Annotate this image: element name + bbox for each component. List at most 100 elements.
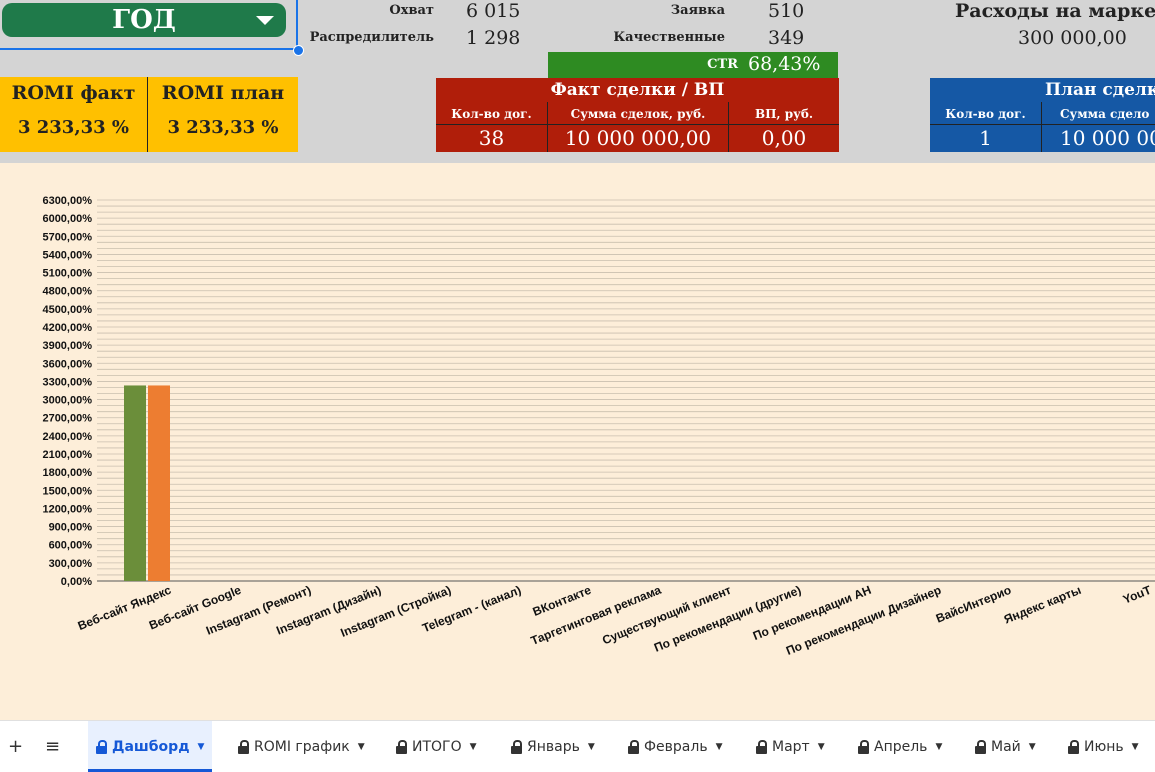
marketing-label: Расходы на маркет: [955, 0, 1155, 22]
sheet-tab[interactable]: Май ▼: [967, 721, 1044, 772]
chevron-down-icon[interactable]: ▼: [197, 741, 205, 752]
lock-icon: [628, 740, 639, 754]
divider: [547, 102, 548, 152]
fact-deals-table: Факт сделки / ВП Кол-во дог. Сумма сдело…: [436, 78, 839, 152]
plan-count-header: Кол-во дог.: [945, 107, 1026, 121]
sheet-tab-label: Май: [991, 738, 1021, 755]
marketing-value: 300 000,00: [1018, 27, 1127, 49]
x-category-label: YouT: [1121, 583, 1154, 607]
sheet-tab-bar: + ≡ Дашборд ▼ ROMI график ▼ ИТОГО ▼ Январь ▼ Фев…: [0, 720, 1155, 772]
y-tick-label: 6300,00%: [42, 195, 92, 207]
lock-icon: [511, 740, 522, 754]
fact-vp-value: 0,00: [761, 126, 807, 150]
add-sheet-button[interactable]: +: [8, 736, 24, 757]
chevron-down-icon[interactable]: ▼: [469, 741, 477, 752]
chart-canvas: 0,00% 300,00% 600,00% 900,00% 1200,00% 1500,0…: [42, 195, 1155, 658]
sheet-tab-label: Дашборд: [112, 738, 190, 755]
ctr-box: CTR 68,43%: [548, 52, 838, 78]
y-tick-label: 5100,00%: [42, 268, 92, 280]
all-sheets-button[interactable]: ≡: [45, 736, 61, 757]
selection-handle[interactable]: [293, 45, 304, 56]
distributor-value: 1 298: [466, 27, 521, 49]
y-tick-label: 4200,00%: [42, 322, 92, 334]
plan-sum-value: 10 000 00: [1060, 126, 1155, 150]
sheet-tab[interactable]: ИТОГО ▼: [388, 721, 485, 772]
y-tick-label: 900,00%: [49, 522, 93, 534]
y-tick-label: 3900,00%: [42, 340, 92, 352]
sheet-tab[interactable]: Март ▼: [748, 721, 833, 772]
lock-icon: [756, 740, 767, 754]
plan-count-value: 1: [979, 126, 992, 150]
x-category-label: Таргетинговая реклама: [529, 583, 664, 648]
y-tick-label: 4800,00%: [42, 286, 92, 298]
chevron-down-icon[interactable]: ▼: [935, 741, 943, 752]
lock-icon: [858, 740, 869, 754]
sheet-tab-label: Апрель: [874, 738, 928, 755]
quality-value: 349: [768, 27, 805, 49]
sheet-tab-label: Февраль: [644, 738, 708, 755]
y-tick-label: 4500,00%: [42, 304, 92, 316]
chevron-down-icon[interactable]: ▼: [587, 741, 595, 752]
romi-fact-value: 3 233,33 %: [17, 117, 130, 138]
distributor-label: Распредилитель: [309, 30, 434, 45]
romi-fact-label: ROMI факт: [11, 82, 136, 104]
lock-icon: [975, 740, 986, 754]
divider: [436, 124, 839, 125]
period-dropdown-value: ГОД: [112, 5, 176, 35]
y-tick-label: 1500,00%: [42, 485, 92, 497]
x-category-label: Яндекс карты: [1002, 583, 1083, 627]
sheet-tab-label: ИТОГО: [412, 738, 462, 755]
chevron-down-icon[interactable]: ▼: [357, 741, 365, 752]
requests-label: Заявка: [670, 3, 725, 18]
romi-fact-card: ROMI факт 3 233,33 %: [0, 77, 147, 152]
lock-icon: [96, 740, 107, 754]
y-tick-label: 2400,00%: [42, 431, 92, 443]
chevron-down-icon[interactable]: ▼: [1028, 741, 1036, 752]
chevron-down-icon[interactable]: ▼: [817, 741, 825, 752]
period-dropdown[interactable]: ГОД: [2, 3, 286, 37]
y-tick-label: 5400,00%: [42, 249, 92, 261]
plan-deals-title: План сделк: [1045, 80, 1155, 100]
fact-deals-title: Факт сделки / ВП: [550, 80, 725, 100]
sheet-tab[interactable]: Апрель ▼: [850, 721, 950, 772]
chevron-down-icon[interactable]: ▼: [715, 741, 723, 752]
sheet-tab[interactable]: Дашборд ▼: [88, 721, 213, 772]
sheet-tab-label: Март: [772, 738, 810, 755]
fact-count-value: 38: [478, 126, 505, 150]
x-category-label: ВайсИнтерио: [934, 583, 1013, 626]
lock-icon: [396, 740, 407, 754]
fact-sum-value: 10 000 000,00: [564, 126, 712, 150]
y-tick-label: 300,00%: [49, 558, 93, 570]
romi-plan-value: 3 233,33 %: [167, 117, 279, 138]
fact-vp-header: ВП, руб.: [754, 107, 814, 121]
divider: [930, 124, 1155, 125]
bar: [124, 385, 146, 581]
sheet-tab-label: Январь: [527, 738, 580, 755]
reach-label: Охват: [389, 3, 434, 18]
sheet-tab[interactable]: Январь ▼: [503, 721, 603, 772]
y-tick-label: 600,00%: [49, 540, 93, 552]
y-tick-label: 3600,00%: [42, 358, 92, 370]
divider: [1041, 102, 1042, 152]
romi-divider: [147, 77, 148, 152]
sheet-tab[interactable]: ROMI график ▼: [230, 721, 373, 772]
lock-icon: [1068, 740, 1079, 754]
bar: [148, 385, 170, 581]
chevron-down-icon[interactable]: ▼: [1131, 741, 1139, 752]
ctr-value: 68,43%: [748, 53, 821, 75]
divider: [728, 102, 729, 152]
reach-value: 6 015: [466, 0, 521, 22]
y-tick-label: 2700,00%: [42, 413, 92, 425]
cell-selection-border: [0, 0, 298, 50]
chevron-down-icon: [256, 16, 274, 25]
y-tick-label: 2100,00%: [42, 449, 92, 461]
sheet-tab-label: Июнь: [1084, 738, 1124, 755]
plan-sum-header: Сумма сдело: [1060, 107, 1150, 121]
sheet-tab[interactable]: Июнь ▼: [1060, 721, 1147, 772]
sheet-tab[interactable]: Февраль ▼: [620, 721, 731, 772]
y-tick-label: 3300,00%: [42, 376, 92, 388]
romi-chart: 0,00% 300,00% 600,00% 900,00% 1200,00% 1500,0…: [0, 163, 1155, 720]
lock-icon: [238, 740, 249, 754]
y-tick-label: 6000,00%: [42, 213, 92, 225]
romi-plan-card: ROMI план 3 233,33 %: [148, 77, 298, 152]
